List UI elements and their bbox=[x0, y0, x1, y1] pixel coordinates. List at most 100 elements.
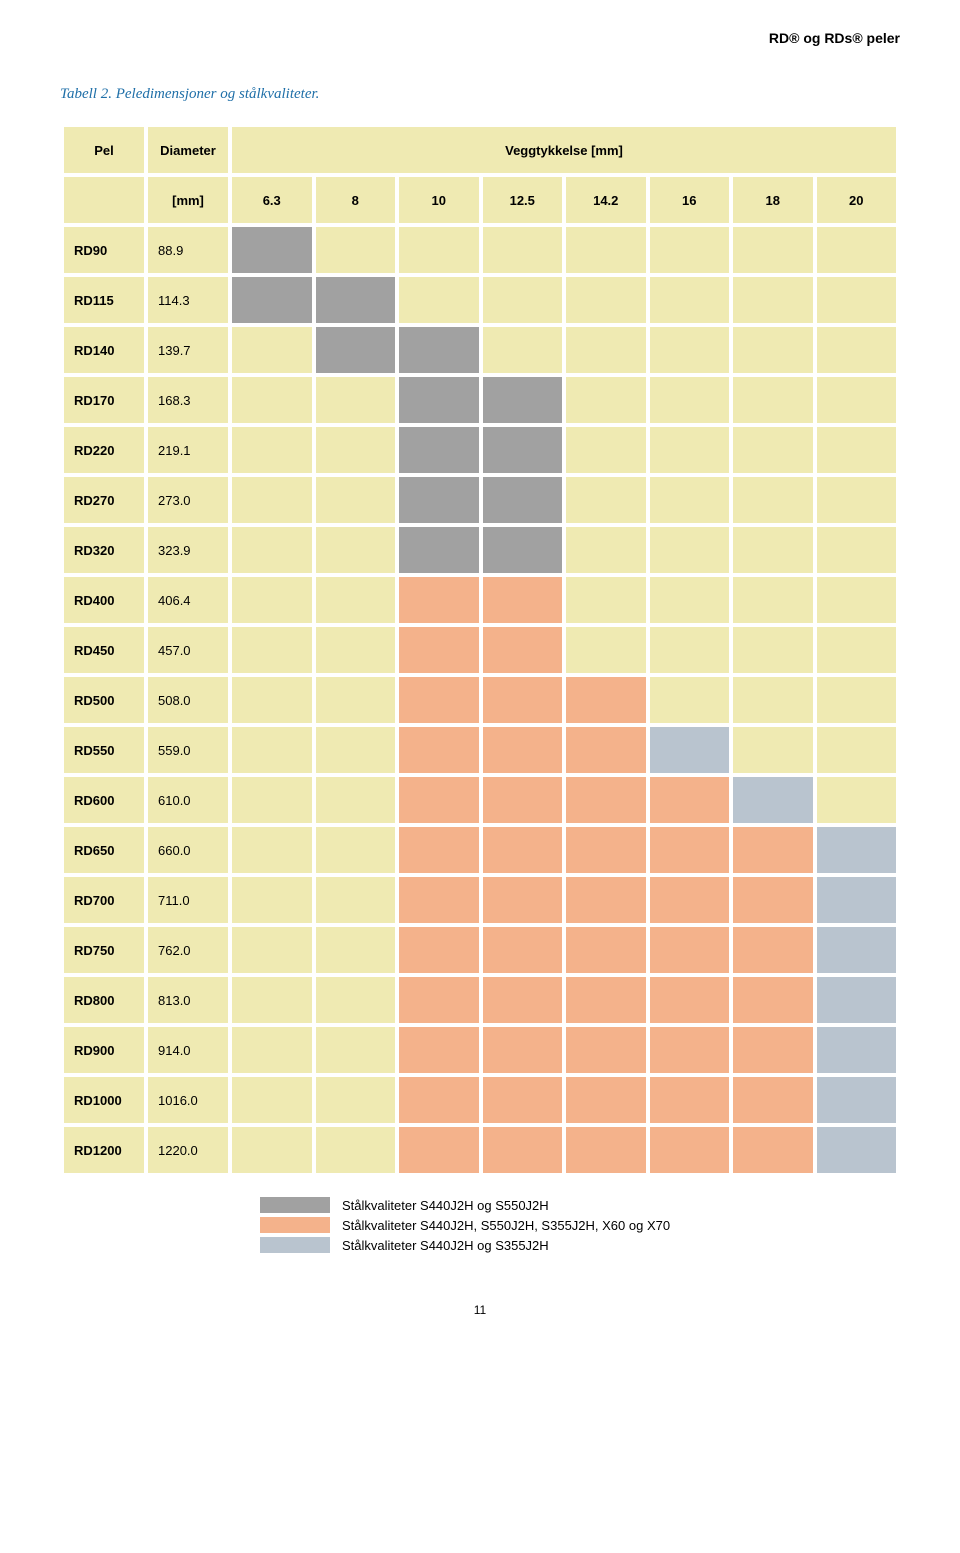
cell-thickness bbox=[399, 377, 479, 423]
cell-pel: RD800 bbox=[64, 977, 144, 1023]
legend-swatch bbox=[260, 1217, 330, 1233]
table-row: RD12001220.0 bbox=[64, 1127, 896, 1173]
cell-pel: RD700 bbox=[64, 877, 144, 923]
cell-thickness bbox=[232, 377, 312, 423]
cell-thickness bbox=[566, 577, 646, 623]
cell-thickness bbox=[399, 927, 479, 973]
cell-thickness bbox=[399, 777, 479, 823]
legend-row: Stålkvaliteter S440J2H og S550J2H bbox=[260, 1197, 900, 1213]
cell-thickness bbox=[316, 277, 396, 323]
cell-thickness bbox=[316, 677, 396, 723]
legend-label: Stålkvaliteter S440J2H, S550J2H, S355J2H… bbox=[342, 1218, 670, 1233]
th-thickness-value: 6.3 bbox=[232, 177, 312, 223]
cell-thickness bbox=[316, 477, 396, 523]
cell-thickness bbox=[483, 677, 563, 723]
cell-thickness bbox=[566, 1127, 646, 1173]
cell-diameter: 559.0 bbox=[148, 727, 228, 773]
legend-swatch bbox=[260, 1237, 330, 1253]
cell-diameter: 139.7 bbox=[148, 327, 228, 373]
cell-thickness bbox=[399, 277, 479, 323]
cell-thickness bbox=[483, 627, 563, 673]
cell-thickness bbox=[566, 327, 646, 373]
th-thickness-value: 8 bbox=[316, 177, 396, 223]
cell-thickness bbox=[650, 227, 730, 273]
th-diameter: Diameter bbox=[148, 127, 228, 173]
cell-diameter: 323.9 bbox=[148, 527, 228, 573]
cell-thickness bbox=[733, 377, 813, 423]
cell-thickness bbox=[232, 977, 312, 1023]
cell-thickness bbox=[733, 777, 813, 823]
th-thickness-value: 12.5 bbox=[483, 177, 563, 223]
cell-thickness bbox=[483, 327, 563, 373]
cell-diameter: 762.0 bbox=[148, 927, 228, 973]
cell-thickness bbox=[399, 827, 479, 873]
th-blank bbox=[64, 177, 144, 223]
cell-thickness bbox=[566, 477, 646, 523]
cell-pel: RD400 bbox=[64, 577, 144, 623]
legend-row: Stålkvaliteter S440J2H, S550J2H, S355J2H… bbox=[260, 1217, 900, 1233]
cell-thickness bbox=[733, 477, 813, 523]
cell-thickness bbox=[566, 777, 646, 823]
cell-thickness bbox=[566, 727, 646, 773]
cell-thickness bbox=[566, 827, 646, 873]
cell-thickness bbox=[733, 1027, 813, 1073]
cell-thickness bbox=[483, 227, 563, 273]
cell-thickness bbox=[566, 527, 646, 573]
table-row: RD9088.9 bbox=[64, 227, 896, 273]
cell-thickness bbox=[817, 1127, 897, 1173]
cell-pel: RD900 bbox=[64, 1027, 144, 1073]
table-row: RD700711.0 bbox=[64, 877, 896, 923]
cell-thickness bbox=[733, 327, 813, 373]
legend-row: Stålkvaliteter S440J2H og S355J2H bbox=[260, 1237, 900, 1253]
cell-thickness bbox=[483, 727, 563, 773]
cell-thickness bbox=[399, 977, 479, 1023]
cell-thickness bbox=[650, 677, 730, 723]
cell-thickness bbox=[483, 577, 563, 623]
cell-thickness bbox=[733, 427, 813, 473]
cell-diameter: 1016.0 bbox=[148, 1077, 228, 1123]
cell-thickness bbox=[483, 377, 563, 423]
cell-thickness bbox=[817, 377, 897, 423]
cell-thickness bbox=[733, 677, 813, 723]
cell-thickness bbox=[566, 927, 646, 973]
cell-thickness bbox=[399, 877, 479, 923]
cell-thickness bbox=[650, 327, 730, 373]
cell-thickness bbox=[232, 477, 312, 523]
cell-thickness bbox=[399, 1027, 479, 1073]
cell-thickness bbox=[817, 727, 897, 773]
table-row: RD900914.0 bbox=[64, 1027, 896, 1073]
cell-thickness bbox=[232, 827, 312, 873]
cell-thickness bbox=[316, 577, 396, 623]
cell-pel: RD450 bbox=[64, 627, 144, 673]
table-row: RD170168.3 bbox=[64, 377, 896, 423]
cell-thickness bbox=[566, 1027, 646, 1073]
th-thickness-value: 18 bbox=[733, 177, 813, 223]
cell-thickness bbox=[399, 527, 479, 573]
cell-thickness bbox=[483, 527, 563, 573]
cell-thickness bbox=[232, 727, 312, 773]
cell-thickness bbox=[650, 377, 730, 423]
table-row: RD140139.7 bbox=[64, 327, 896, 373]
cell-thickness bbox=[650, 827, 730, 873]
cell-thickness bbox=[817, 577, 897, 623]
cell-thickness bbox=[232, 1127, 312, 1173]
cell-thickness bbox=[650, 927, 730, 973]
cell-thickness bbox=[817, 827, 897, 873]
cell-thickness bbox=[566, 1077, 646, 1123]
th-thickness: Veggtykkelse [mm] bbox=[232, 127, 896, 173]
cell-thickness bbox=[650, 1027, 730, 1073]
page-number: 11 bbox=[60, 1303, 900, 1317]
cell-pel: RD1200 bbox=[64, 1127, 144, 1173]
cell-thickness bbox=[232, 677, 312, 723]
cell-thickness bbox=[817, 627, 897, 673]
cell-thickness bbox=[232, 527, 312, 573]
cell-diameter: 273.0 bbox=[148, 477, 228, 523]
cell-thickness bbox=[232, 777, 312, 823]
cell-thickness bbox=[399, 477, 479, 523]
cell-thickness bbox=[483, 777, 563, 823]
cell-thickness bbox=[650, 577, 730, 623]
cell-thickness bbox=[566, 677, 646, 723]
cell-thickness bbox=[817, 1027, 897, 1073]
cell-thickness bbox=[483, 877, 563, 923]
cell-thickness bbox=[650, 477, 730, 523]
